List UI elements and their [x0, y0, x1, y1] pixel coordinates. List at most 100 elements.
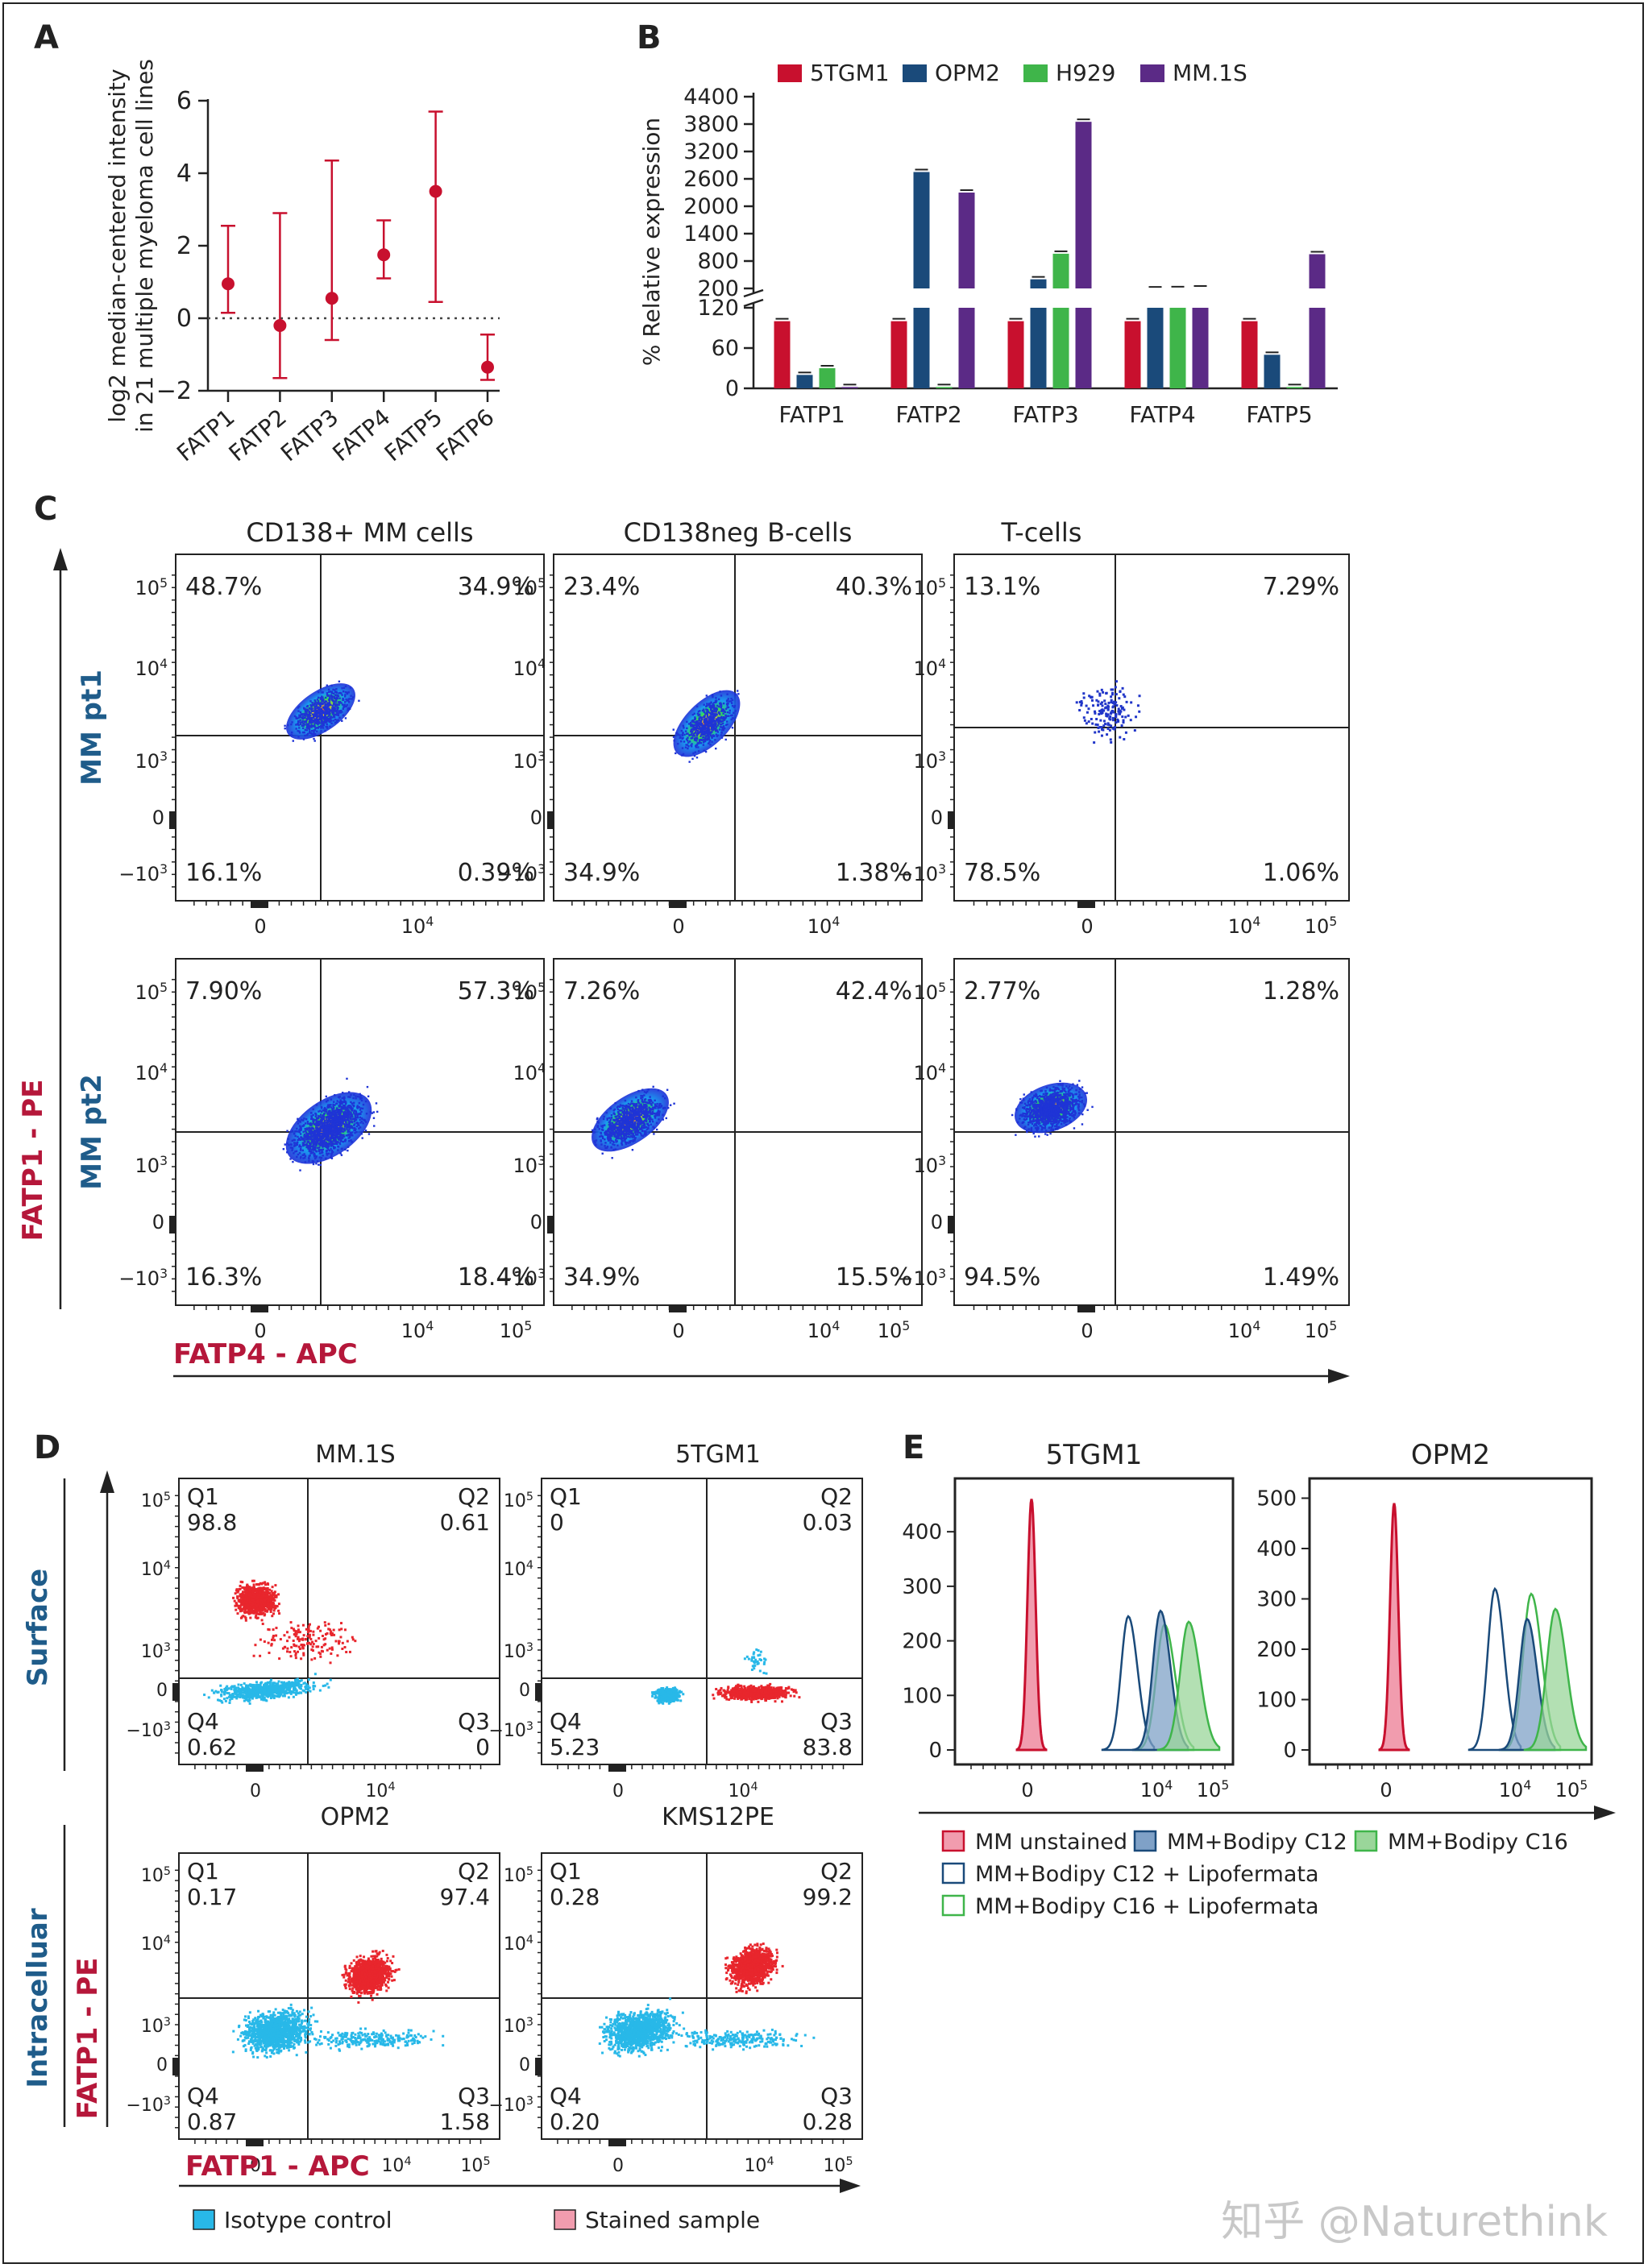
event-dot: [323, 1124, 326, 1126]
event-dot: [328, 1128, 331, 1130]
event-dot: [322, 702, 324, 704]
event-dot: [700, 732, 704, 734]
event-dot: [697, 724, 699, 726]
event-dot: [712, 715, 714, 718]
event-dot: [664, 1097, 666, 1100]
event-dot: [343, 1130, 347, 1132]
event-dot: [694, 721, 697, 724]
event-dot: [643, 1126, 646, 1129]
event-dot: [350, 1113, 352, 1116]
event-dot: [309, 1133, 313, 1135]
event-dot: [1087, 720, 1090, 724]
event-dot: [330, 694, 332, 697]
event-dot: [625, 1119, 627, 1122]
b-y-tick-label: 120: [697, 296, 739, 321]
event-dot: [316, 1138, 319, 1141]
event-dot: [322, 706, 326, 708]
event-dot: [733, 711, 735, 715]
event-dot: [617, 1136, 620, 1139]
event-dot: [1081, 1100, 1084, 1102]
b-bar-5TGM1-FATP3: [1007, 317, 1024, 388]
event-dot: [346, 1109, 348, 1112]
event-dot: [651, 1120, 654, 1123]
event-dot: [331, 1151, 334, 1153]
event-dot: [355, 1113, 359, 1116]
event-dot: [330, 684, 333, 687]
event-dot: [327, 1152, 330, 1155]
event-dot: [707, 736, 710, 739]
event-dot: [301, 721, 304, 724]
event-dot: [722, 728, 725, 730]
event-dot: [332, 1134, 335, 1136]
event-dot: [625, 1122, 628, 1124]
b-bar-H929-FATP1: [819, 365, 836, 388]
event-dot: [321, 1117, 324, 1120]
event-dot: [313, 1138, 316, 1142]
event-dot: [613, 1143, 616, 1146]
event-dot: [641, 1108, 644, 1111]
event-dot: [343, 1127, 346, 1130]
event-dot: [325, 1150, 328, 1152]
event-dot: [306, 1122, 309, 1125]
event-dot: [692, 732, 695, 736]
event-dot: [729, 700, 733, 703]
event-dot: [634, 1116, 637, 1118]
event-dot: [328, 1132, 330, 1135]
event-dot: [311, 702, 313, 704]
event-dot: [319, 703, 322, 706]
event-dot: [1123, 695, 1127, 699]
event-dot: [361, 1107, 364, 1110]
event-dot: [304, 715, 307, 717]
event-dot: [323, 1138, 326, 1142]
event-dot: [340, 1114, 342, 1117]
event-dot: [344, 1123, 347, 1126]
event-dot: [327, 711, 330, 715]
event-dot: [288, 1143, 290, 1146]
event-dot: [716, 729, 719, 732]
event-dot: [705, 730, 708, 732]
event-dot: [319, 698, 322, 700]
event-dot: [687, 745, 690, 748]
event-dot: [625, 1130, 628, 1133]
event-dot: [648, 1106, 650, 1109]
event-dot: [634, 1128, 637, 1130]
event-dot: [330, 690, 334, 693]
event-dot: [320, 707, 322, 711]
event-dot: [320, 1125, 323, 1127]
event-dot: [322, 717, 324, 719]
event-dot: [1082, 716, 1086, 719]
event-dot: [348, 1113, 351, 1117]
event-dot: [303, 1134, 306, 1136]
event-dot: [327, 694, 330, 697]
event-dot: [700, 724, 704, 726]
event-dot: [615, 1116, 617, 1118]
event-dot: [640, 1105, 643, 1107]
event-dot: [295, 1150, 298, 1153]
event-dot: [660, 1105, 662, 1108]
event-dot: [623, 1109, 625, 1112]
c-quadrant-UL: 13.1%: [964, 573, 1040, 601]
event-dot: [316, 710, 318, 712]
event-dot: [311, 729, 313, 732]
event-dot: [335, 699, 338, 702]
event-dot: [712, 720, 716, 723]
event-dot: [322, 1155, 324, 1157]
event-dot: [632, 1126, 634, 1130]
event-dot: [1096, 690, 1099, 693]
event-dot: [325, 1116, 328, 1118]
event-dot: [317, 700, 320, 703]
event-dot: [715, 747, 717, 750]
event-dot: [338, 1112, 340, 1115]
event-dot: [313, 712, 316, 715]
event-dot: [706, 709, 708, 711]
event-dot: [612, 1109, 615, 1112]
event-dot: [325, 1134, 328, 1137]
event-dot: [329, 1137, 332, 1139]
event-dot: [311, 724, 314, 728]
event-dot: [307, 724, 309, 726]
event-dot: [1077, 1105, 1081, 1108]
event-dot: [710, 725, 712, 728]
event-dot: [308, 728, 311, 731]
event-dot: [319, 1148, 322, 1151]
event-dot: [716, 718, 718, 720]
